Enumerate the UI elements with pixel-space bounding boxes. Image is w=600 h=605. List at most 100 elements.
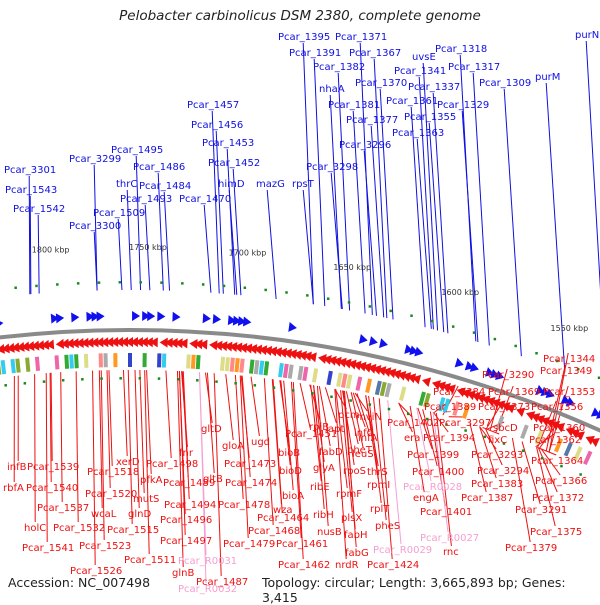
reverse-gene-label[interactable]: Pcar_3291: [515, 505, 567, 516]
reverse-gene-label[interactable]: Pcar_1375: [530, 527, 582, 538]
reverse-gene-label[interactable]: Pcar_1473: [224, 459, 276, 470]
reverse-gene-label[interactable]: infB: [7, 462, 27, 473]
reverse-gene-label[interactable]: Pcar_1461: [276, 539, 328, 550]
forward-gene-label[interactable]: Pcar_1355: [404, 112, 456, 123]
forward-gene-label[interactable]: Pcar_1452: [208, 158, 260, 169]
reverse-gene-label[interactable]: Pcar_1497: [160, 536, 212, 547]
forward-gene-label[interactable]: himD: [218, 179, 245, 190]
reverse-gene-label[interactable]: pheT: [347, 445, 373, 456]
reverse-gene-label[interactable]: thrS: [367, 467, 388, 478]
reverse-gene-label[interactable]: Pcar_3297: [439, 418, 491, 429]
forward-gene-label[interactable]: Pcar_1391: [289, 48, 341, 59]
reverse-gene-label[interactable]: pfkA: [140, 475, 163, 486]
reverse-gene-label[interactable]: gloA: [222, 441, 244, 452]
reverse-gene-label[interactable]: pheS: [375, 521, 400, 532]
reverse-gene-label[interactable]: Pcar_1494: [164, 500, 216, 511]
reverse-gene-label[interactable]: Pcar_1451: [285, 429, 337, 440]
reverse-gene-label[interactable]: mviN: [356, 412, 382, 423]
reverse-gene-label[interactable]: Pcar_1372: [532, 493, 584, 504]
forward-gene-label[interactable]: mazG: [256, 179, 285, 190]
forward-gene-label[interactable]: Pcar_3301: [4, 165, 56, 176]
forward-gene-label[interactable]: Pcar_1395: [278, 32, 330, 43]
forward-gene-label[interactable]: Pcar_1370: [355, 78, 407, 89]
reverse-gene-label[interactable]: fabG: [345, 548, 369, 559]
reverse-gene-label[interactable]: Pcar_1523: [79, 541, 131, 552]
forward-gene-label[interactable]: Pcar_1484: [139, 181, 191, 192]
reverse-gene-label[interactable]: Pcar_1532: [53, 523, 105, 534]
forward-gene-label[interactable]: Pcar_1453: [202, 138, 254, 149]
forward-gene-label[interactable]: Pcar_1361: [386, 96, 438, 107]
reverse-gene-label[interactable]: Pcar_1474: [225, 478, 277, 489]
rna-gene-label[interactable]: Pcar_R0031: [178, 556, 237, 567]
reverse-gene-label[interactable]: nrdR: [335, 560, 359, 571]
reverse-gene-label[interactable]: Pcar_1356: [531, 402, 583, 413]
forward-gene-label[interactable]: Pcar_1493: [120, 194, 172, 205]
forward-gene-label[interactable]: Pcar_3298: [306, 162, 358, 173]
reverse-gene-label[interactable]: Pcar_1366: [535, 476, 587, 487]
reverse-gene-label[interactable]: Pcar_1464: [257, 513, 309, 524]
reverse-gene-label[interactable]: bioD: [279, 466, 302, 477]
forward-gene-label[interactable]: Pcar_1337: [408, 82, 460, 93]
forward-gene-label[interactable]: Pcar_1341: [394, 66, 446, 77]
reverse-gene-label[interactable]: Pcar_1379: [505, 543, 557, 554]
rna-gene-label[interactable]: Pcar_R0027: [420, 533, 479, 544]
forward-gene-label[interactable]: Pcar_1486: [133, 162, 185, 173]
forward-gene-label[interactable]: rpsT: [292, 179, 315, 190]
reverse-gene-label[interactable]: Pcar_1349: [540, 366, 592, 377]
reverse-gene-label[interactable]: rpmF: [336, 489, 362, 500]
reverse-gene-label[interactable]: rpoS: [343, 466, 366, 477]
reverse-gene-label[interactable]: Pcar_3290: [482, 370, 534, 381]
forward-gene-label[interactable]: Pcar_1542: [13, 204, 65, 215]
reverse-gene-label[interactable]: Pcar_1424: [367, 560, 419, 571]
reverse-gene-label[interactable]: Pcar_1496: [160, 515, 212, 526]
reverse-gene-label[interactable]: Pcar_1353: [543, 387, 595, 398]
reverse-gene-label[interactable]: Pcar_1541: [22, 543, 74, 554]
forward-gene-label[interactable]: Pcar_1329: [437, 100, 489, 111]
reverse-gene-label[interactable]: bioA: [282, 491, 304, 502]
forward-gene-label[interactable]: nhaA: [319, 84, 345, 95]
reverse-gene-label[interactable]: Pcar_1384: [433, 387, 485, 398]
reverse-gene-label[interactable]: Pcar_1498: [146, 459, 198, 470]
forward-gene-label[interactable]: Pcar_1470: [179, 194, 231, 205]
forward-gene-label[interactable]: Pcar_1381: [328, 100, 380, 111]
rna-gene-label[interactable]: Pcar_R0028: [403, 482, 462, 493]
forward-gene-label[interactable]: Pcar_1543: [5, 185, 57, 196]
forward-gene-label[interactable]: uvsE: [412, 52, 436, 63]
reverse-gene-label[interactable]: Pcar_1387: [461, 493, 513, 504]
reverse-gene-label[interactable]: Pcar_1537: [37, 503, 89, 514]
rna-gene-label[interactable]: Pcar_R0032: [178, 584, 237, 595]
reverse-gene-label[interactable]: Pcar_1401: [420, 507, 472, 518]
reverse-gene-label[interactable]: rplT: [370, 504, 390, 515]
forward-gene-label[interactable]: Pcar_1382: [313, 62, 365, 73]
reverse-gene-label[interactable]: Pcar_1520: [85, 489, 137, 500]
reverse-gene-label[interactable]: Pcar_1373: [478, 402, 530, 413]
reverse-gene-label[interactable]: ugd: [251, 437, 270, 448]
reverse-gene-label[interactable]: nusB: [317, 527, 342, 538]
reverse-gene-label[interactable]: mutS: [133, 494, 159, 505]
forward-gene-label[interactable]: purN: [575, 30, 599, 41]
reverse-gene-label[interactable]: Pcar_1344: [543, 354, 595, 365]
reverse-gene-label[interactable]: ribH: [313, 510, 334, 521]
reverse-gene-label[interactable]: ribE: [310, 482, 330, 493]
reverse-gene-label[interactable]: Pcar_1364: [531, 456, 583, 467]
forward-gene-label[interactable]: purM: [535, 72, 560, 83]
reverse-gene-label[interactable]: infC: [354, 428, 374, 439]
reverse-gene-label[interactable]: Pcar_1399: [407, 450, 459, 461]
forward-gene-label[interactable]: Pcar_1367: [349, 48, 401, 59]
reverse-gene-label[interactable]: Pcar_1369: [488, 387, 540, 398]
reverse-gene-label[interactable]: fnr: [179, 448, 194, 459]
reverse-gene-label[interactable]: Pcar_1394: [423, 433, 475, 444]
reverse-gene-label[interactable]: fixC: [488, 435, 507, 446]
forward-gene-label[interactable]: Pcar_3300: [69, 221, 121, 232]
reverse-gene-label[interactable]: bioB: [278, 448, 300, 459]
reverse-gene-label[interactable]: Pcar_1400: [412, 467, 464, 478]
forward-gene-label[interactable]: Pcar_1363: [392, 128, 444, 139]
forward-gene-label[interactable]: Pcar_1377: [346, 115, 398, 126]
reverse-gene-label[interactable]: Pcar_1389: [424, 402, 476, 413]
forward-gene-label[interactable]: Pcar_1456: [191, 120, 243, 131]
forward-gene-label[interactable]: Pcar_1317: [448, 62, 500, 73]
reverse-gene-label[interactable]: fabD: [319, 447, 343, 458]
reverse-gene-label[interactable]: Pcar_1462: [278, 560, 330, 571]
reverse-gene-label[interactable]: sbcD: [493, 423, 518, 434]
reverse-gene-label[interactable]: glnD: [128, 509, 151, 520]
